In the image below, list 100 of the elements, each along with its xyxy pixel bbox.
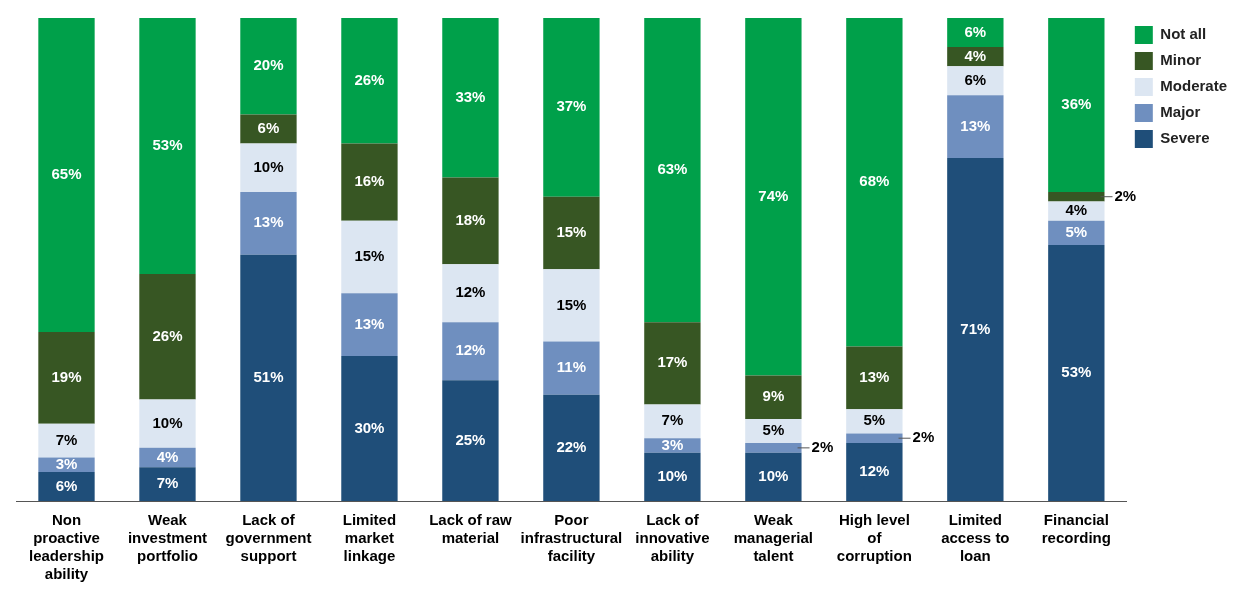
data-label: 53% [1061,363,1092,381]
data-label: 15% [556,295,587,313]
bar [341,293,398,357]
data-label: 20% [253,56,284,74]
data-label: 10% [253,157,284,175]
data-label: 7% [55,430,78,448]
bar [139,273,196,400]
data-label: 6% [964,70,987,88]
data-label: 2% [912,428,935,446]
data-label: 5% [762,421,785,439]
bar [543,394,600,501]
bar [644,452,701,501]
data-label: 2% [1114,186,1137,204]
bar [442,380,499,501]
bar [442,18,499,178]
data-label: 51% [253,367,284,385]
data-label: 4% [156,447,179,465]
data-label: 33% [455,87,486,105]
x-tick-label: High level of corruption [836,511,912,565]
legend-label: Severe [1160,129,1210,147]
bar [341,356,398,501]
data-label: 13% [253,213,284,231]
bar [543,341,600,395]
bar [240,18,297,115]
data-label: 7% [156,474,179,492]
bar [240,114,297,144]
bar [38,18,95,332]
bar [1048,245,1105,501]
legend-label: Major [1160,103,1201,121]
data-label: 16% [354,172,385,190]
bar [644,18,701,323]
bar [38,472,95,501]
data-label: 26% [354,70,385,88]
bar [341,220,398,294]
data-label: 68% [859,172,890,190]
data-label: 25% [455,430,486,448]
data-label: 4% [1065,201,1088,219]
bar [139,467,196,501]
data-label: 13% [960,116,991,134]
bar [543,269,600,342]
data-label: 5% [863,411,886,429]
data-label: 12% [455,341,486,359]
data-label: 17% [657,353,688,371]
legend-label: Moderate [1160,77,1228,95]
data-label: 19% [51,367,82,385]
bar [341,18,398,144]
x-tick-label: Weak managerial talent [733,511,813,565]
data-label: 10% [758,466,789,484]
x-tick-label: Non proactive leadership ability [28,511,105,583]
data-label: 26% [152,326,183,344]
bar [341,143,398,221]
data-label: 53% [152,136,183,154]
bar [644,322,701,405]
legend-label: Not all [1160,25,1207,43]
bar [1048,18,1105,192]
bar [240,143,297,192]
bar [745,18,802,376]
x-tick-label: Lack of raw material [429,511,513,547]
data-label: 9% [762,387,785,405]
data-label: 65% [51,165,82,183]
x-tick-label: Financial recording [1041,511,1111,547]
data-label: 10% [152,413,183,431]
bar [846,346,903,410]
x-tick-label: Lack of innovative ability [635,511,710,565]
x-tick-label: Lack of government support [225,511,312,565]
bar [543,18,600,197]
bar [846,443,903,501]
data-label: 63% [657,160,688,178]
bar [442,177,499,265]
bar [38,423,95,458]
bar [745,452,802,501]
bar [644,404,701,439]
bar [240,191,297,255]
legend-label: Minor [1160,51,1202,69]
bar [543,196,600,270]
x-tick-label: Limited access to loan [941,511,1010,565]
data-label: 18% [455,211,486,228]
data-label: 22% [556,438,587,456]
data-label: 11% [556,358,587,376]
data-label: 7% [661,411,684,429]
bar [1048,191,1105,202]
bar [846,433,903,444]
bar [947,158,1004,501]
data-label: 3% [661,435,684,453]
bar [745,443,802,453]
x-tick-label: Poor infrastructural facility [520,511,623,565]
data-label: 6% [55,476,78,494]
data-label: 4% [964,46,987,64]
bar [442,322,499,381]
data-label: 36% [1061,95,1092,113]
data-label: 13% [859,367,890,385]
data-label: 6% [257,119,280,137]
data-label: 6% [964,22,987,40]
x-tick-label: Limited market linkage [342,511,397,565]
bar [745,375,802,419]
data-label: 74% [758,186,789,204]
data-label: 2% [811,438,834,456]
data-label: 30% [354,418,385,436]
bar [442,264,499,323]
data-label: 13% [354,314,385,332]
